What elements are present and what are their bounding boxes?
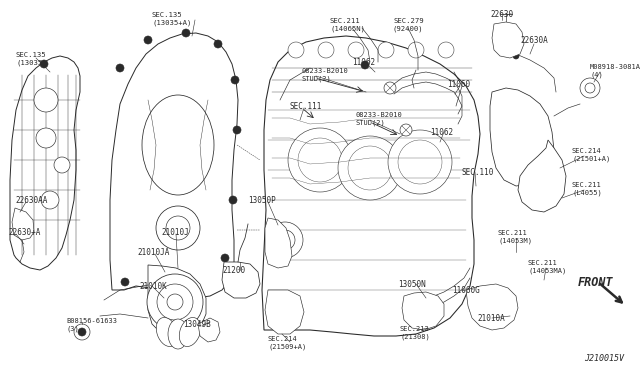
Circle shape — [157, 284, 193, 320]
Text: SEC.214
(21509+A): SEC.214 (21509+A) — [268, 336, 307, 350]
Polygon shape — [265, 290, 304, 334]
Polygon shape — [402, 292, 444, 330]
Text: M08918-3081A
(4): M08918-3081A (4) — [590, 64, 640, 77]
Circle shape — [585, 83, 595, 93]
Text: 22630AA: 22630AA — [15, 196, 47, 205]
Circle shape — [192, 291, 200, 299]
Circle shape — [388, 130, 452, 194]
Text: 21010J: 21010J — [161, 228, 189, 237]
Polygon shape — [518, 140, 566, 212]
Text: 11062: 11062 — [352, 58, 375, 67]
Text: 22630: 22630 — [490, 10, 513, 19]
Text: 13049B: 13049B — [183, 320, 211, 329]
Text: SEC.279
(92400): SEC.279 (92400) — [393, 18, 424, 32]
Polygon shape — [10, 56, 80, 270]
Circle shape — [74, 324, 90, 340]
Text: 21200: 21200 — [222, 266, 245, 275]
Circle shape — [34, 88, 58, 112]
Circle shape — [78, 328, 86, 336]
Circle shape — [229, 196, 237, 204]
Circle shape — [513, 53, 519, 59]
Text: SEC.211
(14053M): SEC.211 (14053M) — [498, 230, 532, 244]
Circle shape — [338, 136, 402, 200]
Text: SEC.110: SEC.110 — [462, 168, 494, 177]
Circle shape — [288, 42, 304, 58]
Text: 21010A: 21010A — [477, 314, 505, 323]
Circle shape — [221, 254, 229, 262]
Text: 13050P: 13050P — [248, 196, 276, 205]
Polygon shape — [262, 36, 480, 336]
Circle shape — [298, 138, 342, 182]
Text: 21010JA: 21010JA — [137, 248, 170, 257]
Circle shape — [40, 60, 48, 68]
Polygon shape — [198, 318, 220, 342]
Circle shape — [384, 82, 396, 94]
Circle shape — [580, 78, 600, 98]
Circle shape — [400, 124, 412, 136]
Circle shape — [398, 140, 442, 184]
Circle shape — [54, 157, 70, 173]
Text: 21010K: 21010K — [139, 282, 167, 291]
Ellipse shape — [156, 317, 178, 346]
Circle shape — [167, 294, 183, 310]
Circle shape — [121, 278, 129, 286]
Circle shape — [147, 274, 203, 330]
Circle shape — [378, 42, 394, 58]
Circle shape — [166, 216, 190, 240]
Text: SEC.211
(14053MA): SEC.211 (14053MA) — [528, 260, 566, 273]
Circle shape — [348, 146, 392, 190]
Polygon shape — [490, 88, 554, 186]
Polygon shape — [265, 218, 292, 268]
Circle shape — [275, 230, 295, 250]
Circle shape — [348, 42, 364, 58]
Text: SEC.135
(13035+A): SEC.135 (13035+A) — [152, 12, 191, 26]
Text: 08233-B2010
STUD(2): 08233-B2010 STUD(2) — [302, 68, 349, 81]
Circle shape — [267, 222, 303, 258]
Circle shape — [116, 64, 124, 72]
Circle shape — [214, 40, 222, 48]
Text: SEC.211
(L4055): SEC.211 (L4055) — [572, 182, 602, 196]
Polygon shape — [222, 262, 260, 298]
Circle shape — [438, 42, 454, 58]
Circle shape — [233, 126, 241, 134]
Text: 08233-B2010
STUD(2): 08233-B2010 STUD(2) — [355, 112, 402, 125]
Ellipse shape — [168, 319, 188, 349]
Circle shape — [182, 29, 190, 37]
Polygon shape — [148, 265, 206, 338]
Circle shape — [231, 76, 239, 84]
Circle shape — [156, 286, 164, 294]
Polygon shape — [110, 33, 238, 298]
Circle shape — [41, 191, 59, 209]
Text: B08156-61633
(3): B08156-61633 (3) — [66, 318, 117, 331]
Text: 11060G: 11060G — [452, 286, 480, 295]
Ellipse shape — [142, 95, 214, 195]
Circle shape — [36, 128, 56, 148]
Polygon shape — [492, 22, 524, 58]
Circle shape — [288, 128, 352, 192]
Text: 13050N: 13050N — [398, 280, 426, 289]
Text: SEC.213
(21308): SEC.213 (21308) — [400, 326, 429, 340]
Text: 22630+A: 22630+A — [8, 228, 40, 237]
Polygon shape — [466, 284, 518, 330]
Circle shape — [156, 206, 200, 250]
Text: SEC.211
(14065N): SEC.211 (14065N) — [330, 18, 365, 32]
Circle shape — [144, 36, 152, 44]
Text: 11062: 11062 — [430, 128, 453, 137]
Text: J210015V: J210015V — [584, 354, 624, 363]
Text: SEC.214
(21501+A): SEC.214 (21501+A) — [572, 148, 611, 161]
Polygon shape — [12, 208, 34, 240]
Text: FRONT: FRONT — [578, 276, 614, 289]
Text: 11060: 11060 — [447, 80, 470, 89]
Circle shape — [318, 42, 334, 58]
Ellipse shape — [179, 317, 201, 346]
Text: 22630A: 22630A — [520, 36, 548, 45]
Text: SEC.135
(13035): SEC.135 (13035) — [16, 52, 47, 65]
Circle shape — [361, 61, 369, 69]
Text: SEC.111: SEC.111 — [290, 102, 323, 111]
Circle shape — [408, 42, 424, 58]
